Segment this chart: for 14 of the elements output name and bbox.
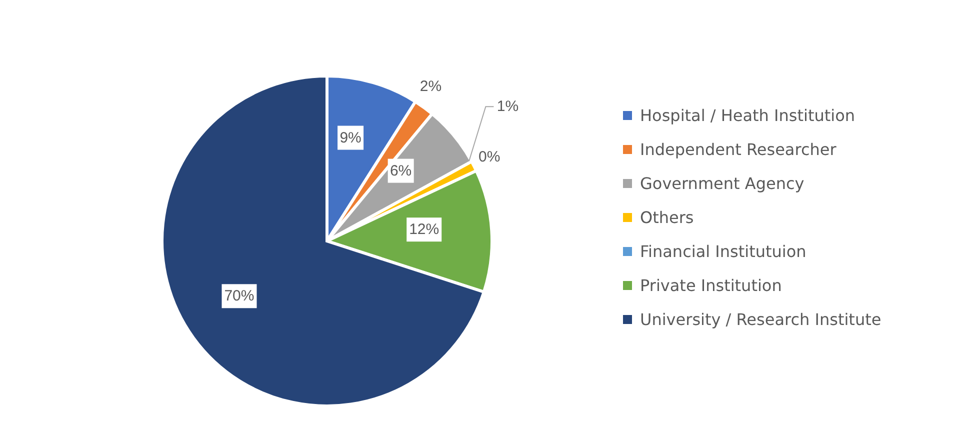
text: 0% bbox=[478, 148, 500, 166]
data-label: 9% bbox=[340, 129, 362, 146]
legend-label: University / Research Institute bbox=[640, 310, 882, 328]
legend-label: Hospital / Heath Institution bbox=[640, 106, 855, 124]
legend-label: Financial Institutuion bbox=[640, 242, 806, 260]
data-label: 12% bbox=[409, 221, 440, 238]
data-label: 6% bbox=[390, 162, 412, 180]
legend-label: Government Agency bbox=[640, 174, 804, 192]
data-label: 70% bbox=[224, 288, 254, 305]
legend-label: Private Institution bbox=[640, 276, 782, 294]
data-label: 1% bbox=[496, 98, 519, 116]
legend-label: Others bbox=[640, 208, 694, 226]
data-label: 2% bbox=[420, 78, 442, 95]
legend-label: Independent Researcher bbox=[640, 140, 836, 158]
